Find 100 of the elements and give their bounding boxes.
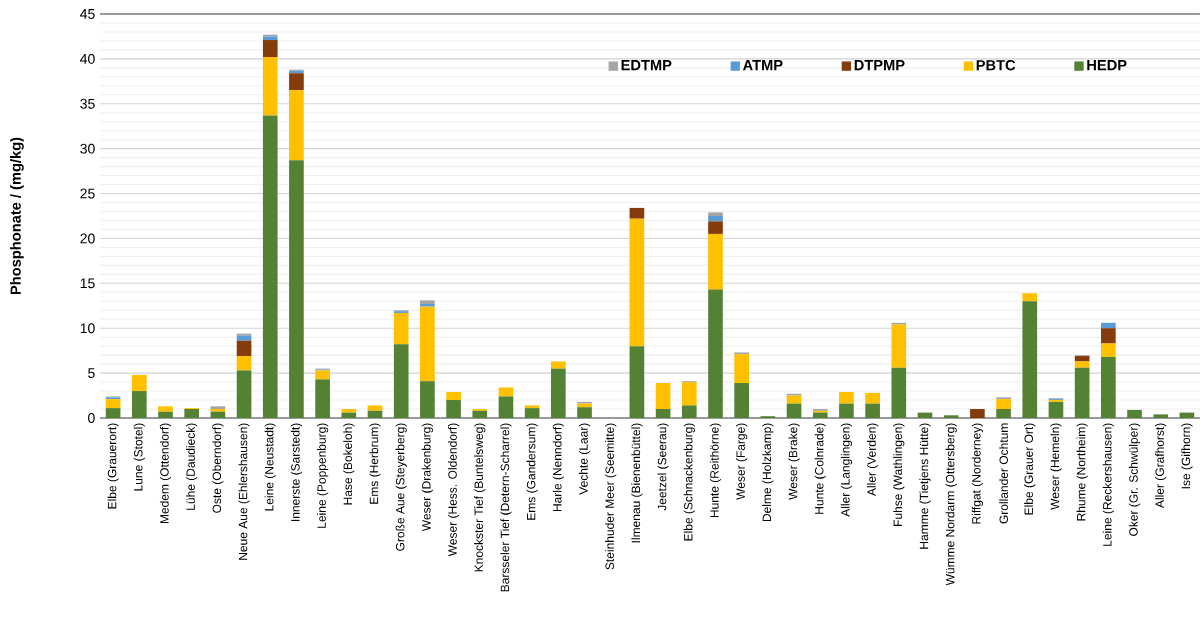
x-tick-label: Oker (Gr. Schwülper) [1128, 423, 1141, 536]
bar [708, 215, 723, 222]
y-tick-label: 35 [80, 98, 95, 109]
x-tick-label: Weser (Drakenburg) [421, 423, 433, 532]
bar [262, 57, 278, 116]
bar [184, 409, 199, 418]
bar [524, 405, 540, 409]
legend-label: DTPMP [854, 60, 905, 71]
x-tick-label: Weser (Farge) [736, 423, 748, 500]
bar [210, 411, 226, 418]
bar [420, 306, 435, 382]
x-tick-label: Ise (Gifhorn) [1181, 423, 1193, 489]
x-tick-label: Grollander Ochtum [999, 423, 1008, 524]
bar [446, 391, 461, 401]
bar [236, 340, 252, 357]
bar [577, 407, 592, 418]
bar [420, 381, 435, 418]
bar [551, 368, 566, 418]
bar [1022, 293, 1038, 302]
bar [131, 391, 147, 418]
bar [708, 212, 723, 216]
x-tick-label: Aller (Langlingen) [840, 423, 853, 517]
bar [839, 391, 854, 404]
bar [236, 370, 252, 418]
y-tick-label: 25 [80, 188, 95, 199]
x-tick-label: Medem (Ottendorf) [159, 423, 172, 524]
bar [812, 412, 828, 418]
x-tick-label: Oste (Oberndorf) [212, 423, 224, 513]
y-tick-label: 5 [88, 368, 95, 378]
bar [1101, 322, 1116, 329]
bar [943, 415, 959, 418]
x-tick-label: Aller (Grafhorst) [1155, 423, 1167, 509]
bar [315, 379, 330, 418]
x-tick-label: Leine (Poppenburg) [317, 423, 329, 528]
bar [341, 412, 357, 418]
bar [262, 115, 278, 418]
y-axis-title: Phosphonate / (mg/kg) [10, 137, 24, 295]
x-tick-label: Innerste (Sarstedt) [290, 423, 303, 521]
x-tick-label: Hase (Bokeloh) [343, 423, 355, 505]
x-tick-label: Wümme Nordarm (Ottersberg) [945, 423, 957, 586]
bar [315, 370, 330, 380]
x-tick-label: Barsseler Tief (Detern-Scharrel) [500, 423, 512, 592]
bar [341, 409, 357, 413]
y-tick-label: 40 [80, 53, 95, 64]
bar [1074, 361, 1090, 368]
bar [786, 395, 802, 404]
x-tick-label: Elbe (Grauer Ort) [1024, 423, 1036, 515]
bar [1101, 356, 1116, 418]
bar [236, 356, 252, 371]
x-tick-label: Weser (Hess. Oldendorf) [447, 423, 460, 557]
x-tick-label: Elbe (Schnackenburg) [683, 423, 695, 541]
bar [446, 400, 461, 418]
bar [655, 409, 671, 418]
x-tick-label: Delme (Holzkamp) [762, 423, 774, 522]
x-tick-label: Ems (Gandersum) [526, 423, 538, 520]
bar [970, 409, 985, 418]
x-tick-label: Lühe (Daudieck) [186, 423, 198, 510]
x-tick-label: Große Aue (Steyerberg) [395, 423, 407, 551]
bar [367, 410, 383, 418]
bar [1022, 301, 1038, 418]
bar [734, 382, 749, 418]
bar [865, 403, 880, 418]
bar [524, 408, 540, 418]
bar [158, 406, 173, 412]
x-tick-label: Ems (Herbrum) [369, 423, 381, 504]
bar [1048, 401, 1064, 418]
x-tick-label: Hamme (Tietjens Hütte) [919, 423, 931, 549]
bar [131, 374, 147, 392]
x-tick-label: Steinhuder Meer (Seemitte) [605, 423, 617, 570]
bar [289, 160, 304, 418]
bar [551, 361, 566, 369]
bar [786, 403, 802, 418]
bar [289, 90, 304, 161]
bar [498, 396, 514, 418]
y-tick-label: 0 [88, 413, 95, 423]
bar [105, 408, 121, 418]
bar [708, 289, 723, 418]
y-tick-label: 20 [80, 233, 95, 244]
bar [393, 312, 409, 345]
bar [681, 382, 697, 406]
bar [865, 392, 880, 404]
x-tick-label: Jeetzel (Seerau) [657, 423, 669, 511]
x-tick-label: Ilmenau (Bienenbüttel) [631, 423, 643, 543]
bar [629, 346, 645, 418]
bar [158, 411, 173, 418]
bar [105, 399, 121, 409]
x-tick-label: Neue Aue (Ehlershausen) [238, 423, 250, 560]
legend-label: PBTC [976, 60, 1016, 71]
x-tick-label: Elbe (Grauerort) [107, 423, 119, 509]
bar [367, 405, 383, 411]
y-tick-label: 30 [80, 143, 95, 154]
x-tick-label: Fuhse (Wathlingen) [893, 423, 905, 526]
x-tick-label: Riffgat (Norderney) [971, 423, 983, 524]
x-tick-label: Knockster Tief (Buntelsweg) [474, 423, 486, 572]
bar [708, 221, 723, 234]
legend-label: EDTMP [621, 60, 672, 71]
bar [393, 344, 409, 418]
bar [1127, 409, 1142, 418]
bar [1074, 367, 1090, 418]
y-tick-label: 15 [80, 278, 95, 289]
